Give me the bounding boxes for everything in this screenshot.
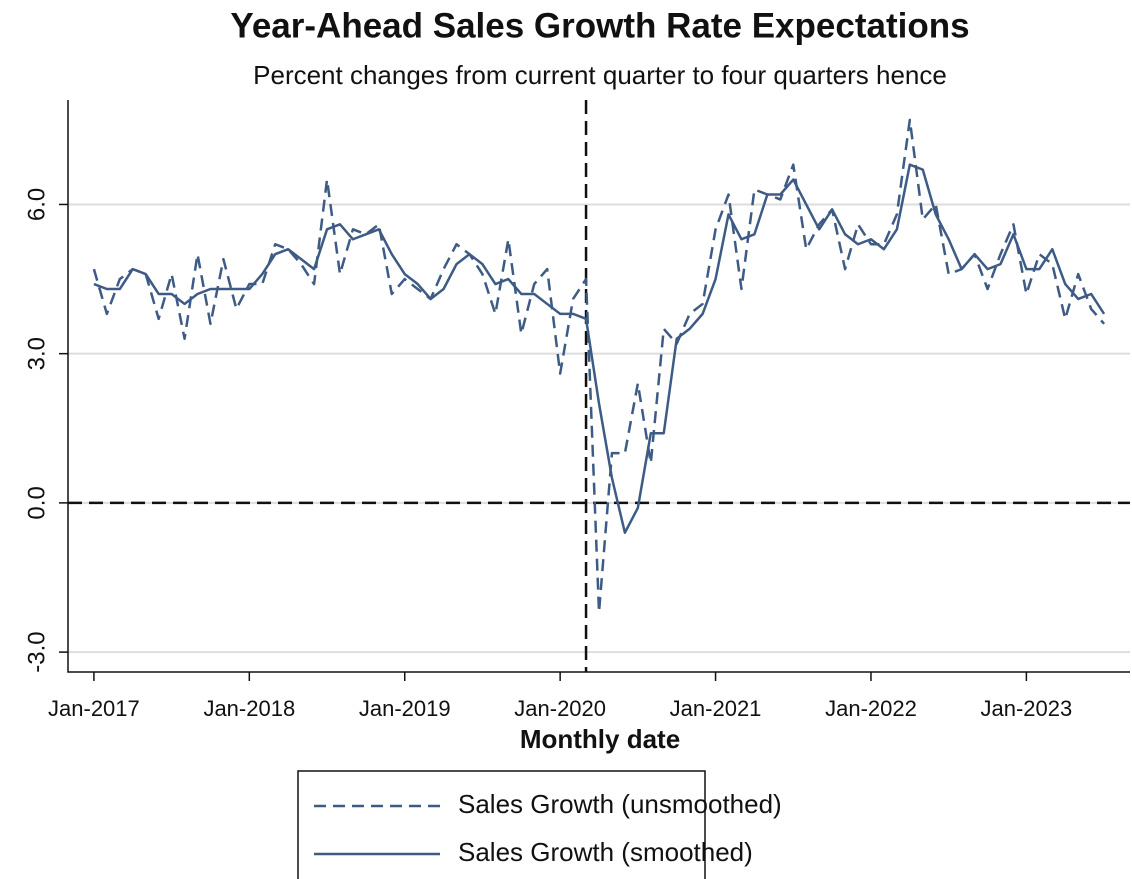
y-tick-label: 3.0: [23, 337, 50, 370]
y-tick-label: 6.0: [23, 188, 50, 221]
series-line: [93, 163, 1106, 534]
x-tick-label: Jan-2021: [670, 696, 762, 721]
x-tick-label: Jan-2023: [981, 696, 1073, 721]
series-line: [92, 118, 1106, 614]
legend-box: [297, 770, 706, 879]
chart-title: Year-Ahead Sales Growth Rate Expectation…: [230, 6, 969, 45]
legend-label: Sales Growth (smoothed): [458, 837, 753, 867]
y-tick-label: 0.0: [23, 486, 50, 519]
chart-subtitle: Percent changes from current quarter to …: [253, 60, 947, 90]
plot-frame: [67, 100, 1130, 673]
x-tick-label: Jan-2017: [48, 696, 140, 721]
x-tick-label: Jan-2022: [825, 696, 917, 721]
legend-label: Sales Growth (unsmoothed): [458, 789, 782, 819]
x-tick-label: Jan-2019: [359, 696, 451, 721]
y-tick-label: -3.0: [23, 631, 50, 672]
x-tick-label: Jan-2018: [203, 696, 295, 721]
x-axis-label: Monthly date: [520, 724, 680, 754]
x-tick-label: Jan-2020: [514, 696, 606, 721]
